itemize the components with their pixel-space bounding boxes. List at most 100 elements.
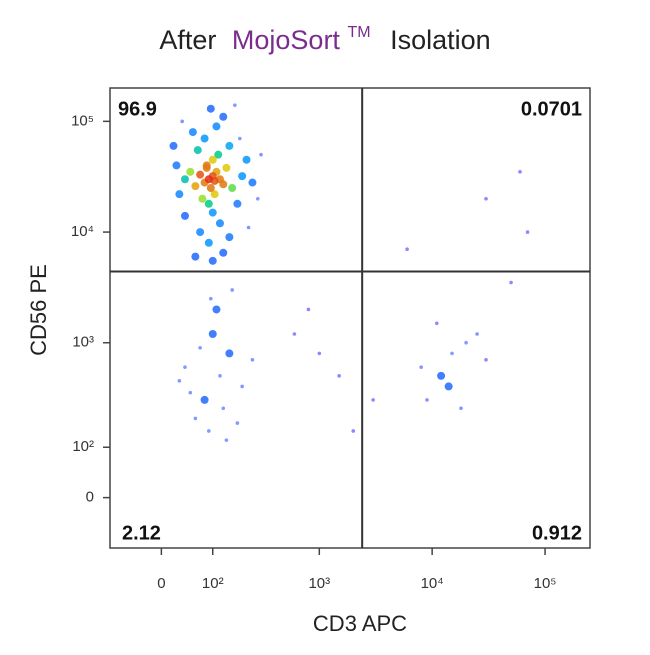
event-point [419,365,424,369]
event-point [233,103,237,107]
quadrant-percentage: 0.0701 [521,98,582,120]
event-point [337,374,341,378]
event-point [206,104,215,113]
event-point [210,190,219,199]
event-point [215,219,224,228]
event-point [200,134,209,143]
event-point [209,296,213,301]
event-point [484,358,488,362]
event-point [228,184,237,193]
event-point [208,208,217,217]
event-point [450,351,454,356]
event-point [212,122,221,131]
y-tick-label: 10² [72,438,94,455]
event-point [484,196,488,201]
event-point [255,196,260,201]
y-tick-label: 10⁵ [71,112,94,129]
event-point [218,374,222,378]
quadrant-percentage: 2.12 [122,522,161,544]
event-point [250,358,255,362]
event-point [444,382,453,391]
event-point [437,371,446,380]
event-point [208,329,217,338]
x-tick-label: 10⁴ [421,575,444,592]
event-point [230,288,234,292]
event-point [172,161,181,170]
event-point [225,233,234,242]
event-point [259,152,263,157]
event-point [351,429,356,433]
y-axis-label: CD56 PE [26,264,51,356]
event-point [240,384,244,389]
event-point [464,340,468,345]
x-axis-label: CD3 APC [313,611,407,636]
event-point [191,182,200,191]
event-point [225,349,234,358]
event-point [219,180,228,189]
event-point [475,332,479,336]
event-point [238,136,242,141]
event-point [191,252,200,261]
event-point [425,398,429,402]
event-point [200,395,209,404]
plot-frame [109,87,591,549]
points-layer [169,103,530,442]
event-point [193,416,198,421]
event-point [292,332,297,336]
event-point [435,321,439,326]
event-point [225,141,234,150]
title-part: After [159,25,216,55]
event-point [238,172,247,181]
event-point [459,406,463,411]
x-tick-label: 0 [157,575,165,592]
event-point [180,119,184,124]
event-point [183,365,187,369]
event-point [188,128,197,137]
event-point [186,167,195,176]
event-point [198,194,207,203]
event-point [242,155,251,164]
event-point [518,170,522,174]
event-point [214,150,223,159]
event-point [405,247,409,252]
x-tick-label: 10³ [308,575,330,592]
quadrant-percentage: 96.9 [118,98,157,120]
event-point [306,307,311,312]
event-point [219,112,228,121]
event-point [196,170,205,179]
quadrant-percentage: 0.912 [532,522,582,544]
event-point [317,351,322,356]
event-point [206,184,215,193]
event-point [208,155,217,164]
event-point [169,141,178,150]
event-point [180,175,189,184]
x-tick-label: 10² [202,575,224,592]
event-point [204,199,213,208]
event-point [198,345,202,350]
event-point [177,379,182,383]
event-point [175,190,184,199]
event-point [188,390,193,395]
y-tick-label: 10³ [72,334,94,351]
y-tick-label: 10⁴ [71,223,94,240]
event-point [246,225,251,230]
event-point [180,211,189,220]
event-point [196,228,205,237]
event-point [525,230,530,234]
event-point [248,178,257,187]
title-superscript: TM [347,24,370,41]
event-point [208,256,217,265]
event-point [219,248,228,257]
event-point [371,398,375,402]
chart-title: After MojoSort TM Isolation [159,16,490,55]
event-point [212,305,221,314]
event-point [233,199,242,208]
title-part: Isolation [390,25,491,55]
event-point [224,438,229,442]
event-point [509,280,513,285]
event-point [235,421,240,425]
event-point [193,146,202,155]
x-tick-label: 10⁵ [534,575,557,592]
